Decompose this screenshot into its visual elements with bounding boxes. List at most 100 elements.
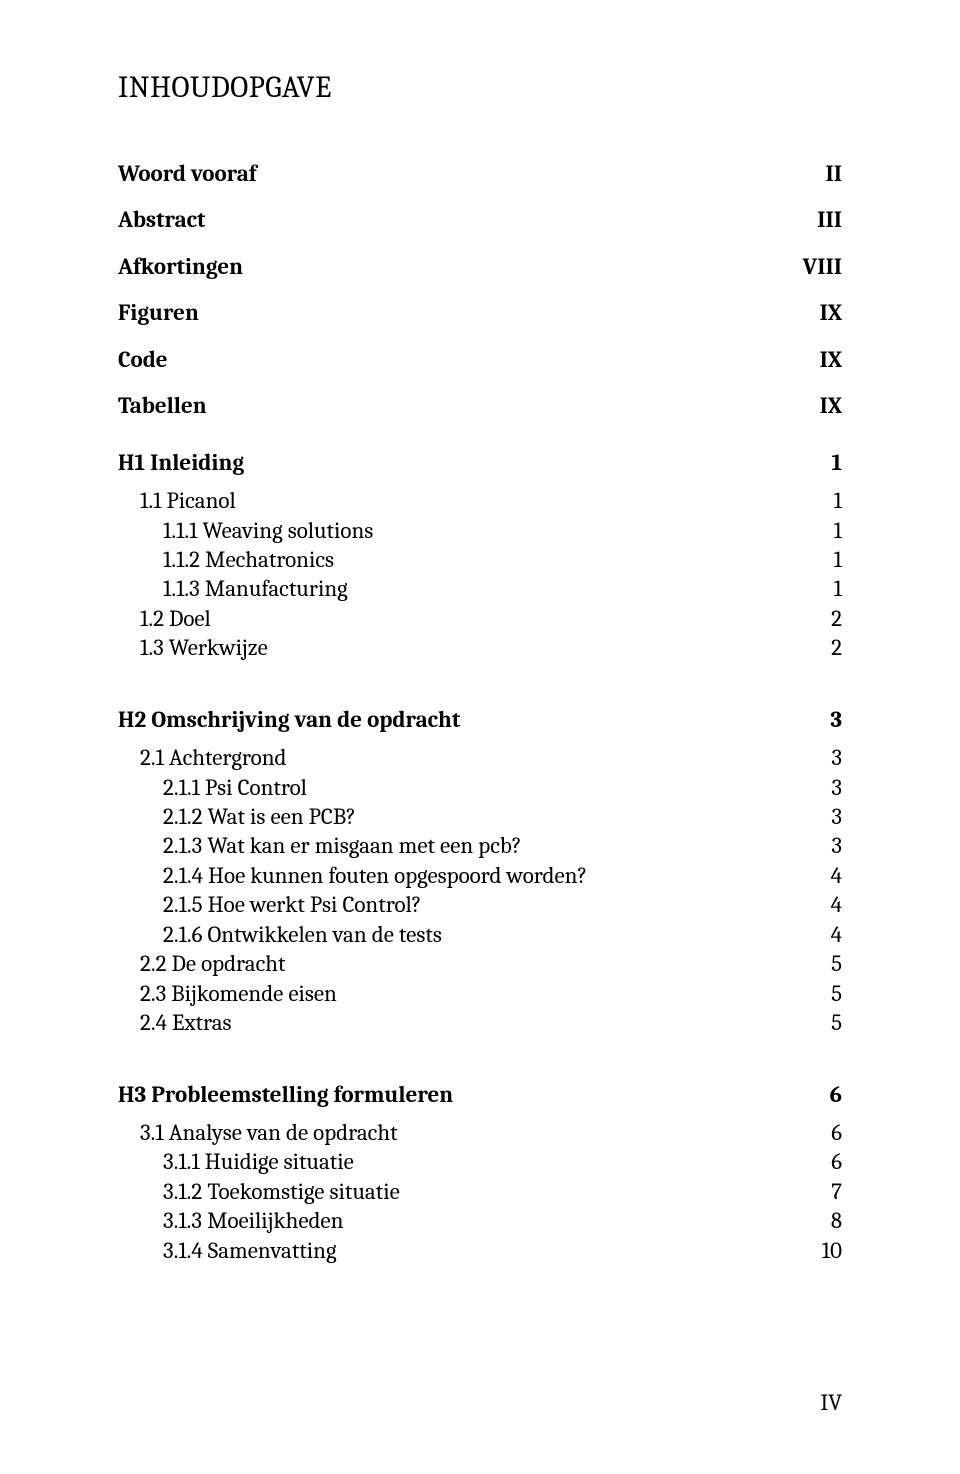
toc-label: Woord vooraf (118, 161, 257, 187)
toc-entry: 1.1.3 Manufacturing 1 (118, 576, 842, 602)
page-number: IV (820, 1389, 842, 1416)
toc-page: 4 (802, 892, 842, 918)
toc-page: 6 (802, 1120, 842, 1146)
toc-page: 10 (802, 1238, 842, 1264)
toc-label: 2.1.4 Hoe kunnen fouten opgespoord worde… (163, 863, 587, 889)
toc-page: 8 (802, 1208, 842, 1234)
toc-entry: Figuren IX (118, 300, 842, 326)
toc-label: 3.1.1 Huidige situatie (163, 1149, 354, 1175)
toc-section-head: H1 Inleiding 1 (118, 450, 842, 476)
toc-label: H1 Inleiding (118, 450, 244, 476)
toc-label: 2.2 De opdracht (140, 951, 285, 977)
toc-page: 3 (802, 707, 842, 733)
toc-page: 6 (802, 1082, 842, 1108)
toc-label: 1.1 Picanol (140, 488, 236, 514)
toc-entry: 2.1.4 Hoe kunnen fouten opgespoord worde… (118, 863, 842, 889)
toc-entry: 3.1.4 Samenvatting 10 (118, 1238, 842, 1264)
toc-entry: Afkortingen VIII (118, 254, 842, 280)
toc-label: Abstract (118, 207, 205, 233)
toc-section-head: H3 Probleemstelling formuleren 6 (118, 1082, 842, 1108)
toc-label: 1.1.2 Mechatronics (163, 547, 334, 573)
toc-entry: 2.1.6 Ontwikkelen van de tests 4 (118, 922, 842, 948)
toc-label: 2.1.3 Wat kan er misgaan met een pcb? (163, 833, 522, 859)
toc-page: 3 (802, 804, 842, 830)
toc-label: 1.1.1 Weaving solutions (163, 518, 373, 544)
toc-page: II (802, 161, 842, 187)
toc-label: 2.1.2 Wat is een PCB? (163, 804, 356, 830)
toc-label: Figuren (118, 300, 199, 326)
toc-label: H3 Probleemstelling formuleren (118, 1082, 453, 1108)
toc-entry: 1.1.1 Weaving solutions 1 (118, 518, 842, 544)
toc-page: 4 (802, 922, 842, 948)
toc-entry: 1.1 Picanol 1 (118, 488, 842, 514)
toc-page: 1 (802, 547, 842, 573)
toc-section-head: H2 Omschrijving van de opdracht 3 (118, 707, 842, 733)
toc-entry: 2.4 Extras 5 (118, 1010, 842, 1036)
toc-page: IX (802, 347, 842, 373)
toc-label: 2.1.6 Ontwikkelen van de tests (163, 922, 442, 948)
toc-page: 6 (802, 1149, 842, 1175)
toc-title: INHOUDOPGAVE (118, 70, 842, 105)
toc-entry: 1.2 Doel 2 (118, 606, 842, 632)
toc-subitems: 1.1 Picanol 1 1.1.1 Weaving solutions 1 … (118, 488, 842, 662)
toc-subitems: 2.1 Achtergrond 3 2.1.1 Psi Control 3 2.… (118, 745, 842, 1036)
toc-label: 2.3 Bijkomende eisen (140, 981, 337, 1007)
toc-label: 1.2 Doel (140, 606, 211, 632)
page: INHOUDOPGAVE Woord vooraf II Abstract II… (0, 0, 960, 1474)
toc-page: 4 (802, 863, 842, 889)
toc-label: Tabellen (118, 393, 207, 419)
toc-entry: 2.1.1 Psi Control 3 (118, 775, 842, 801)
toc-page: 3 (802, 745, 842, 771)
toc-label: H2 Omschrijving van de opdracht (118, 707, 460, 733)
toc-page: 7 (802, 1179, 842, 1205)
toc-entry: 3.1.2 Toekomstige situatie 7 (118, 1179, 842, 1205)
toc-label: 2.1.1 Psi Control (163, 775, 307, 801)
toc-page: 1 (802, 450, 842, 476)
toc-page: 1 (802, 518, 842, 544)
toc-subitems: 3.1 Analyse van de opdracht 6 3.1.1 Huid… (118, 1120, 842, 1264)
toc-entry: Tabellen IX (118, 393, 842, 419)
toc-label: 3.1.3 Moeilijkheden (163, 1208, 343, 1234)
toc-entry: 1.3 Werkwijze 2 (118, 635, 842, 661)
toc-label: 2.1.5 Hoe werkt Psi Control? (163, 892, 421, 918)
toc-entry: 2.1.2 Wat is een PCB? 3 (118, 804, 842, 830)
toc-entry: 3.1.1 Huidige situatie 6 (118, 1149, 842, 1175)
toc-entry: Abstract III (118, 207, 842, 233)
toc-page: IX (802, 393, 842, 419)
toc-section: H2 Omschrijving van de opdracht 3 2.1 Ac… (118, 707, 842, 1037)
toc-page: 2 (802, 635, 842, 661)
toc-page: III (802, 207, 842, 233)
toc-entry: 2.1.5 Hoe werkt Psi Control? 4 (118, 892, 842, 918)
toc-entry: 3.1 Analyse van de opdracht 6 (118, 1120, 842, 1146)
toc-page: 3 (802, 833, 842, 859)
toc-page: 1 (802, 576, 842, 602)
toc-page: 5 (802, 1010, 842, 1036)
toc-page: 5 (802, 951, 842, 977)
toc-entry: 2.2 De opdracht 5 (118, 951, 842, 977)
toc-label: Afkortingen (118, 254, 243, 280)
toc-entry: 3.1.3 Moeilijkheden 8 (118, 1208, 842, 1234)
toc-label: 2.1 Achtergrond (140, 745, 287, 771)
toc-page: 5 (802, 981, 842, 1007)
toc-label: Code (118, 347, 168, 373)
toc-label: 3.1.2 Toekomstige situatie (163, 1179, 400, 1205)
front-matter-group: Woord vooraf II Abstract III Afkortingen… (118, 161, 842, 420)
toc-entry: 2.3 Bijkomende eisen 5 (118, 981, 842, 1007)
toc-section: H3 Probleemstelling formuleren 6 3.1 Ana… (118, 1082, 842, 1265)
toc-page: 3 (802, 775, 842, 801)
toc-page: 2 (802, 606, 842, 632)
toc-label: 3.1 Analyse van de opdracht (140, 1120, 398, 1146)
toc-page: 1 (802, 488, 842, 514)
toc-entry: 2.1 Achtergrond 3 (118, 745, 842, 771)
toc-label: 1.3 Werkwijze (140, 635, 268, 661)
toc-page: VIII (802, 254, 842, 280)
toc-entry: 1.1.2 Mechatronics 1 (118, 547, 842, 573)
toc-section: H1 Inleiding 1 1.1 Picanol 1 1.1.1 Weavi… (118, 450, 842, 662)
toc-label: 2.4 Extras (140, 1010, 232, 1036)
toc-entry: 2.1.3 Wat kan er misgaan met een pcb? 3 (118, 833, 842, 859)
toc-entry: Code IX (118, 347, 842, 373)
toc-label: 3.1.4 Samenvatting (163, 1238, 337, 1264)
toc-label: 1.1.3 Manufacturing (163, 576, 348, 602)
toc-entry: Woord vooraf II (118, 161, 842, 187)
toc-page: IX (802, 300, 842, 326)
